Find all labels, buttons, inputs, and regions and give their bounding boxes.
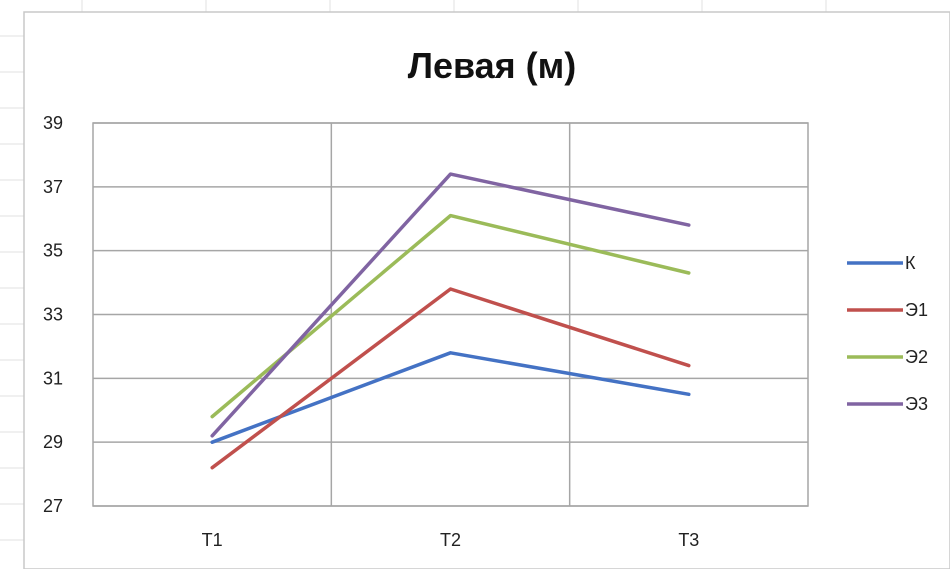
- y-tick-label: 35: [43, 241, 63, 261]
- sheet-cell-grid: [0, 0, 827, 541]
- series-line-Э1[interactable]: [210, 287, 691, 470]
- y-tick-label: 37: [43, 177, 63, 197]
- legend-label: Э1: [905, 300, 928, 320]
- legend-label: Э2: [905, 347, 928, 367]
- plot-area: 27 29 31 33 35 37 39 Т1 Т2 Т3: [43, 113, 809, 550]
- y-tick-label: 39: [43, 113, 63, 133]
- legend-label: Э3: [905, 394, 928, 414]
- y-tick-label: 31: [43, 368, 63, 388]
- x-tick-label: Т1: [202, 530, 223, 550]
- x-tick-label: Т3: [678, 530, 699, 550]
- y-tick-label: 33: [43, 305, 63, 325]
- series-line-Э3[interactable]: [210, 172, 691, 438]
- chart-title: Левая (м): [408, 45, 577, 86]
- y-tick-label: 27: [43, 496, 63, 516]
- legend: К Э1 Э2 Э3: [847, 253, 928, 414]
- series-line-К[interactable]: [210, 351, 691, 444]
- x-tick-label: Т2: [440, 530, 461, 550]
- legend-label: К: [905, 253, 916, 273]
- y-tick-label: 29: [43, 432, 63, 452]
